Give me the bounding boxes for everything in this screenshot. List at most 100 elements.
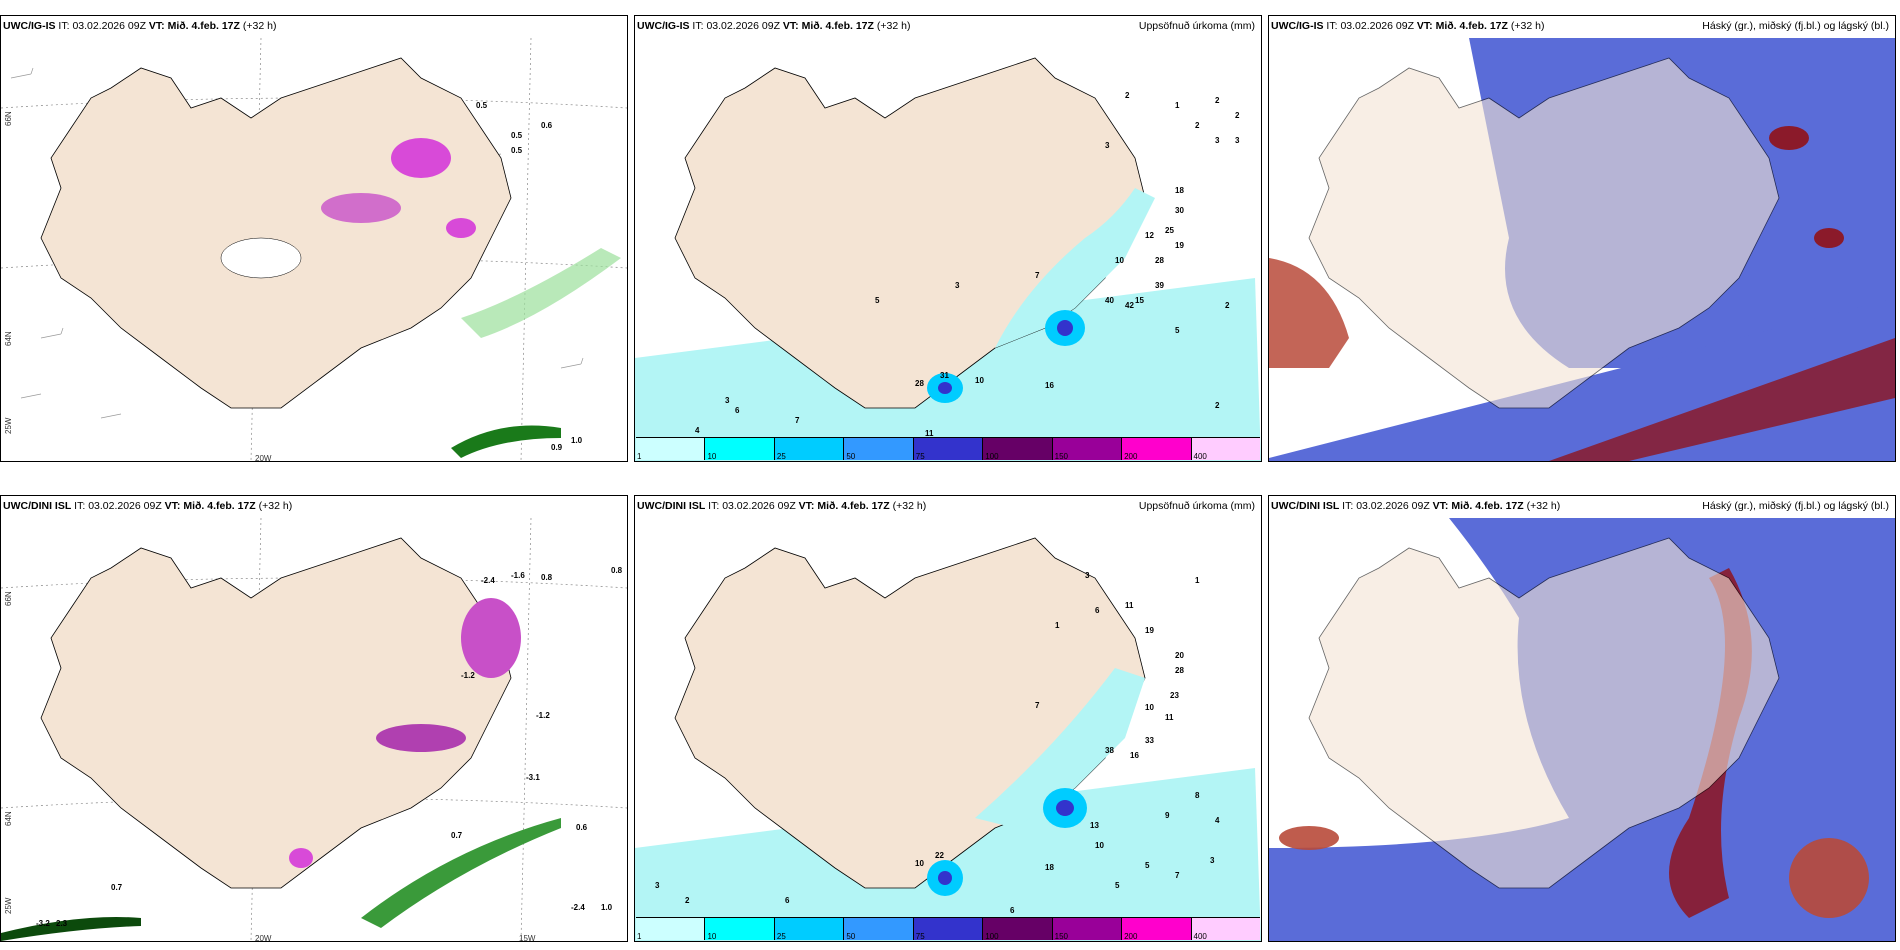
iceland-precip-map: 3 1 1 6 11 19 20 28 23 11 10 33 16 38 7 … <box>635 518 1261 941</box>
svg-text:7: 7 <box>1175 871 1180 880</box>
colorbar-segment: 150 <box>1052 918 1123 941</box>
svg-text:9: 9 <box>1165 811 1170 820</box>
svg-text:0.7: 0.7 <box>451 831 463 840</box>
map-panel-dini-cloud: UWC/DINI ISL IT: 03.02.2026 09Z VT: Mið.… <box>1268 495 1896 942</box>
colorbar-segment: 25 <box>774 918 845 941</box>
precip-colorbar: 1 10 25 50 75 100 150 200 400 <box>636 437 1260 461</box>
svg-text:23: 23 <box>1170 691 1179 700</box>
svg-text:6: 6 <box>1095 606 1100 615</box>
svg-text:18: 18 <box>1045 863 1054 872</box>
svg-text:5: 5 <box>875 296 880 305</box>
svg-text:-1.6: -1.6 <box>511 571 525 580</box>
svg-text:0.5: 0.5 <box>476 101 488 110</box>
svg-text:3: 3 <box>725 396 730 405</box>
svg-text:28: 28 <box>1155 256 1164 265</box>
svg-text:19: 19 <box>1145 626 1154 635</box>
svg-text:0.5: 0.5 <box>511 131 523 140</box>
svg-text:0.5: 0.5 <box>511 146 523 155</box>
panel-header: UWC/IG-IS IT: 03.02.2026 09Z VT: Mið. 4.… <box>3 20 277 32</box>
map-panel-ig-temp: UWC/IG-IS IT: 03.02.2026 09Z VT: Mið. 4.… <box>0 15 628 462</box>
svg-text:-3.2: -3.2 <box>36 919 50 928</box>
svg-text:11: 11 <box>1125 601 1134 610</box>
svg-text:1.0: 1.0 <box>571 436 583 445</box>
svg-text:7: 7 <box>1035 701 1040 710</box>
colorbar-segment: 75 <box>913 918 984 941</box>
svg-text:3: 3 <box>1210 856 1215 865</box>
panel-title: Háský (gr.), miðský (fj.bl.) og lágský (… <box>1702 500 1889 512</box>
svg-text:8: 8 <box>1195 791 1200 800</box>
svg-text:6: 6 <box>1010 906 1015 915</box>
map-panel-dini-precip: UWC/DINI ISL IT: 03.02.2026 09Z VT: Mið.… <box>634 495 1262 942</box>
svg-text:16: 16 <box>1045 381 1054 390</box>
map-panel-dini-temp: UWC/DINI ISL IT: 03.02.2026 09Z VT: Mið.… <box>0 495 628 942</box>
svg-text:13: 13 <box>1090 821 1099 830</box>
colorbar-segment: 200 <box>1122 438 1192 461</box>
map-panel-ig-cloud: UWC/IG-IS IT: 03.02.2026 09Z VT: Mið. 4.… <box>1268 15 1896 462</box>
svg-text:-3.1: -3.1 <box>526 773 540 782</box>
svg-text:1: 1 <box>1195 576 1200 585</box>
iceland-map: 0.5 0.6 0.5 0.5 0.9 1.0 <box>1 38 627 461</box>
svg-text:25: 25 <box>1165 226 1174 235</box>
svg-text:6: 6 <box>785 896 790 905</box>
colorbar-segment: 1 <box>636 438 706 461</box>
colorbar-segment: 10 <box>705 438 775 461</box>
svg-text:4: 4 <box>695 426 700 435</box>
svg-text:2: 2 <box>1235 111 1240 120</box>
colorbar-segment: 10 <box>705 918 775 941</box>
iceland-cloud-map <box>1269 518 1895 941</box>
colorbar-segment: 50 <box>844 918 914 941</box>
colorbar-segment: 100 <box>983 438 1053 461</box>
svg-text:2: 2 <box>1215 96 1220 105</box>
svg-text:4: 4 <box>1215 816 1220 825</box>
svg-text:3: 3 <box>955 281 960 290</box>
colorbar-segment: 400 <box>1191 438 1260 461</box>
svg-text:0.6: 0.6 <box>576 823 588 832</box>
svg-text:38: 38 <box>1105 746 1114 755</box>
svg-text:10: 10 <box>1095 841 1104 850</box>
panel-header: UWC/IG-IS IT: 03.02.2026 09Z VT: Mið. 4.… <box>1271 20 1545 32</box>
colorbar-segment: 75 <box>913 438 984 461</box>
panel-title: Uppsöfnuð úrkoma (mm) <box>1138 500 1255 512</box>
svg-text:31: 31 <box>940 371 949 380</box>
svg-text:16: 16 <box>1130 751 1139 760</box>
svg-text:2.3: 2.3 <box>56 919 68 928</box>
svg-text:-1.2: -1.2 <box>461 671 475 680</box>
svg-text:18: 18 <box>1175 186 1184 195</box>
iceland-map: -2.4 -1.6 0.8 0.8 -1.2 -1.2 -3.1 0.7 0.6… <box>1 518 627 941</box>
precip-colorbar: 1 10 25 50 75 100 150 200 400 <box>636 917 1260 941</box>
map-panel-ig-precip: UWC/IG-IS IT: 03.02.2026 09Z VT: Mið. 4.… <box>634 15 1262 462</box>
colorbar-segment: 100 <box>983 918 1053 941</box>
iceland-precip-map: 2 1 2 2 3 3 2 3 18 30 25 19 12 28 39 15 … <box>635 38 1261 461</box>
svg-text:22: 22 <box>935 851 944 860</box>
svg-text:10: 10 <box>1115 256 1124 265</box>
svg-text:2: 2 <box>1215 401 1220 410</box>
svg-text:2: 2 <box>685 896 690 905</box>
svg-text:-2.4: -2.4 <box>481 576 495 585</box>
svg-text:28: 28 <box>915 379 924 388</box>
panel-header: UWC/DINI ISL IT: 03.02.2026 09Z VT: Mið.… <box>1271 500 1561 512</box>
svg-text:1.0: 1.0 <box>601 903 613 912</box>
svg-text:3: 3 <box>655 881 660 890</box>
svg-text:1: 1 <box>1175 101 1180 110</box>
svg-text:10: 10 <box>915 859 924 868</box>
colorbar-segment: 400 <box>1191 918 1260 941</box>
svg-text:20: 20 <box>1175 651 1184 660</box>
panel-title: Uppsöfnuð úrkoma (mm) <box>1138 20 1255 32</box>
svg-text:2: 2 <box>1195 121 1200 130</box>
colorbar-segment: 25 <box>774 438 845 461</box>
svg-text:3: 3 <box>1085 571 1090 580</box>
svg-text:2: 2 <box>1125 91 1130 100</box>
panel-header: UWC/IG-IS IT: 03.02.2026 09Z VT: Mið. 4.… <box>637 20 911 32</box>
svg-text:12: 12 <box>1145 231 1154 240</box>
svg-text:10: 10 <box>1145 703 1154 712</box>
svg-text:42: 42 <box>1125 301 1134 310</box>
svg-text:15: 15 <box>1135 296 1144 305</box>
colorbar-segment: 50 <box>844 438 914 461</box>
colorbar-segment: 200 <box>1122 918 1192 941</box>
svg-text:39: 39 <box>1155 281 1164 290</box>
svg-text:40: 40 <box>1105 296 1114 305</box>
svg-text:3: 3 <box>1215 136 1220 145</box>
panel-header: UWC/DINI ISL IT: 03.02.2026 09Z VT: Mið.… <box>637 500 927 512</box>
colorbar-segment: 150 <box>1052 438 1123 461</box>
svg-text:0.6: 0.6 <box>541 121 553 130</box>
